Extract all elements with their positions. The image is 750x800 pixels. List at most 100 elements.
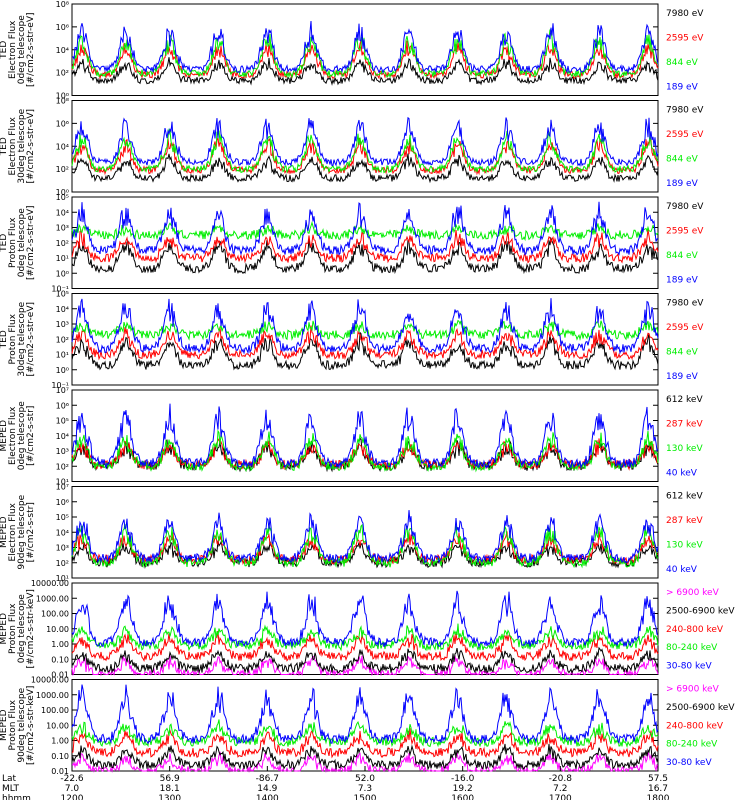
x-tick-hhmm: 1200 (61, 794, 84, 800)
series-line (71, 630, 659, 663)
legend-entry: 40 keV (666, 469, 698, 479)
y-axis-label-line: 90deg telescope (17, 494, 27, 569)
series-line (71, 331, 659, 371)
y-tick-label: 10³ (56, 224, 69, 233)
series-line (71, 684, 659, 745)
series-line (71, 655, 659, 677)
y-tick-label: 10² (56, 69, 69, 78)
y-tick-label: 10³ (56, 320, 69, 329)
x-tick-lat: -16.0 (451, 774, 475, 784)
y-axis-label-line: Proton Flux (8, 699, 18, 750)
y-axis-label-line: TED (0, 41, 9, 60)
y-tick-label: 0.10 (51, 752, 69, 761)
x-tick-hhmm: 1300 (158, 794, 181, 800)
series-line (71, 236, 659, 275)
x-tick-mlt: 14.9 (257, 784, 277, 794)
series-line (71, 623, 659, 652)
y-tick-label: 10² (56, 165, 69, 174)
series-line (71, 719, 659, 748)
x-tick-mlt: 19.2 (453, 784, 473, 794)
y-axis-label: MEPED Electron Flux 0deg telescope [#/cm2-s… (0, 401, 36, 471)
y-tick-label: 10¹ (56, 254, 69, 263)
x-tick-lat: 57.5 (648, 774, 668, 784)
y-axis-label: TED Proton Flux 0deg telescope [#/cm2-s-str… (0, 205, 36, 280)
y-tick-label: 10⁵ (56, 513, 69, 522)
legend-entry: 7980 eV (666, 299, 704, 309)
panel-frame (71, 100, 659, 193)
y-tick-label: 10⁻¹ (51, 381, 69, 390)
panel-frame (71, 196, 659, 289)
y-tick-label: 10⁻¹ (51, 285, 69, 294)
legend-entry: 844 eV (666, 348, 699, 358)
legend-entry: 2595 eV (666, 34, 704, 44)
x-tick-lat: -86.7 (256, 774, 279, 784)
x-axis-row-label: Lat (2, 774, 17, 784)
series-line (71, 540, 659, 569)
x-tick-mlt: 16.7 (648, 784, 668, 794)
y-tick-label: 1000.00 (36, 594, 69, 603)
series-line (71, 590, 659, 649)
y-axis-label-line: [#/cm2-s-str] (26, 406, 36, 466)
legend-entry: 287 keV (666, 420, 703, 430)
y-tick-label: 10⁷ (56, 386, 69, 395)
y-axis-label: MEPED Proton Flux 0deg telescope [#/cm2-s-s… (0, 589, 36, 668)
y-axis-label-line: MEPED (0, 420, 9, 452)
y-axis-label: TED Proton Flux 30deg telescope [#/cm2-s-st… (0, 301, 36, 376)
y-axis-label-line: MEPED (0, 613, 9, 645)
legend-entry: 80-240 keV (666, 740, 718, 750)
legend-entry: 189 eV (666, 179, 699, 189)
x-tick-hhmm: 1700 (549, 794, 572, 800)
y-axis-label-line: [#/cm2-s-str-eV] (26, 109, 36, 184)
panel-ted-electron-0deg: 10⁰ 10² 10⁴ 10⁶ 10⁸ TED Electron Flux 0deg tele… (0, 0, 704, 101)
y-tick-label: 10⁵ (56, 290, 69, 299)
y-axis-label-line: [#/cm2-s-str-eV] (26, 302, 36, 377)
legend-entry: 40 keV (666, 565, 698, 575)
y-axis-label: MEPED Proton Flux 90deg telescope [#/cm2-s-… (0, 686, 36, 765)
x-axis-row-label: MLT (2, 784, 20, 794)
y-tick-label: 10⁴ (56, 46, 69, 55)
legend-entry: 844 eV (666, 155, 699, 165)
y-tick-label: 1000.00 (36, 691, 69, 700)
series-line (71, 403, 659, 470)
series-line (71, 229, 659, 264)
legend-entry: 287 keV (666, 516, 703, 526)
panel-meped-proton-90deg: 0.010.101.0010.00100.001000.0010000.00ME… (0, 676, 735, 777)
y-tick-label: 10³ (56, 447, 69, 456)
x-tick-hhmm: 1500 (354, 794, 377, 800)
x-tick-hhmm: 1800 (647, 794, 670, 800)
series-line (71, 437, 659, 473)
y-tick-label: 10³ (56, 544, 69, 553)
y-axis-label-line: Electron Flux (8, 502, 18, 561)
y-tick-label: 10⁰ (56, 188, 69, 197)
y-axis-label-line: Proton Flux (8, 313, 18, 364)
y-tick-label: 10⁶ (56, 498, 69, 507)
y-tick-label: 10⁵ (56, 193, 69, 202)
y-tick-label: 10¹ (56, 351, 69, 360)
y-tick-label: 10² (56, 462, 69, 471)
x-tick-mlt: 18.1 (160, 784, 180, 794)
y-axis-label-line: MEPED (0, 709, 9, 741)
series-line (71, 429, 659, 473)
series-line (71, 523, 659, 569)
y-axis-label-line: 0deg telescope (17, 208, 27, 278)
series-line (71, 325, 659, 361)
y-tick-label: 10¹ (56, 478, 69, 487)
y-axis-label-line: Electron Flux (8, 20, 18, 79)
y-tick-label: 100.00 (41, 706, 69, 715)
legend-entry: 2500-6900 keV (666, 606, 735, 616)
y-tick-label: 10⁰ (56, 366, 69, 375)
x-tick-lat: -22.6 (60, 774, 84, 784)
series-line (71, 220, 659, 242)
legend-entry: 2595 eV (666, 227, 704, 237)
legend-entry: 130 keV (666, 444, 703, 454)
y-tick-label: 10¹ (56, 574, 69, 583)
legend-entry: 7980 eV (666, 9, 704, 19)
x-tick-lat: -20.8 (549, 774, 573, 784)
y-axis-label-line: [#/cm2-s-str-eV] (26, 12, 36, 87)
y-axis-label-line: Proton Flux (8, 217, 18, 268)
y-tick-label: 10² (56, 239, 69, 248)
series-line (71, 29, 659, 79)
legend-entry: 612 keV (666, 395, 703, 405)
